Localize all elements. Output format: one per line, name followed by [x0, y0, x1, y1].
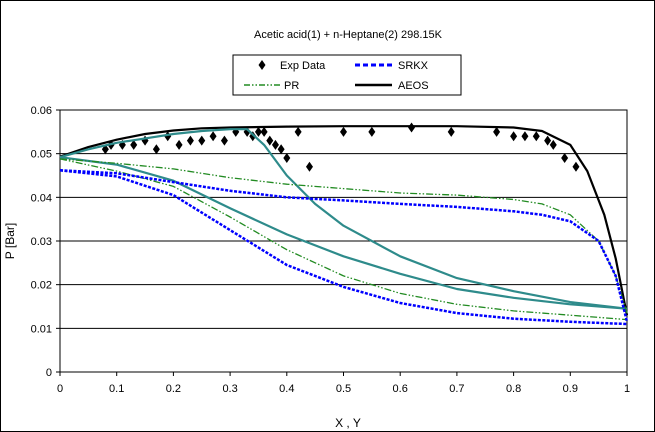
exp-data-point: [198, 135, 206, 146]
ticks: 0 0.01 0.02 0.03 0.04 0.05 0.06 0 0.1 0.2 0.3 0.4 0.…: [31, 105, 630, 395]
exp-data-point: [447, 126, 455, 137]
exp-data-point: [549, 139, 557, 150]
x-tick-label: 0.4: [279, 383, 294, 395]
exp-data-point: [544, 135, 552, 146]
exp-data-point: [521, 131, 529, 142]
exp-data-point: [572, 161, 580, 172]
exp-data-point: [368, 126, 376, 137]
y-axis-label: P [Bar]: [3, 223, 17, 259]
exp-data-point: [305, 161, 313, 172]
exp-data-point: [408, 122, 416, 133]
y-tick-label: 0.04: [31, 192, 52, 204]
x-tick-label: 0.9: [563, 383, 578, 395]
exp-data-point: [186, 135, 194, 146]
exp-data-point: [243, 126, 251, 137]
y-tick-label: 0.06: [31, 105, 52, 117]
x-tick-label: 0.6: [393, 383, 408, 395]
x-tick-label: 0.1: [109, 383, 124, 395]
exp-data-point: [271, 139, 279, 150]
series-line-aeos-1: [59, 125, 629, 316]
y-tick-label: 0.01: [31, 323, 52, 335]
x-tick-label: 0: [57, 383, 63, 395]
legend-label-aeos: AEOS: [398, 80, 429, 92]
series-line-teal-3: [59, 156, 628, 310]
y-tick-label: 0.03: [31, 236, 52, 248]
exp-data-point: [493, 126, 501, 137]
exp-data-point: [152, 144, 160, 155]
legend: Exp Data SRKX PR AEOS: [232, 54, 462, 96]
exp-data-point: [561, 153, 569, 164]
x-tick-label: 0.3: [222, 383, 237, 395]
y-tick-label: 0.02: [31, 280, 52, 292]
series-line-srkx-6: [59, 169, 629, 323]
exp-data-point: [277, 144, 285, 155]
chart-title: Acetic acid(1) + n-Heptane(2) 298.15K: [254, 29, 443, 41]
exp-data-point: [260, 126, 268, 137]
x-tick-label: 0.8: [506, 383, 521, 395]
exp-data-point: [254, 126, 262, 137]
diamond-marker-icon: [258, 60, 266, 70]
legend-box: [232, 54, 462, 96]
x-tick-label: 0.2: [166, 383, 181, 395]
legend-item-srkx: SRKX: [355, 60, 429, 72]
x-axis-label: X , Y: [335, 416, 361, 430]
exp-data-point: [294, 126, 302, 137]
legend-item-pr: PR: [244, 80, 299, 92]
x-tick-label: 0.7: [449, 383, 464, 395]
exp-data-point: [209, 131, 217, 142]
legend-label-pr: PR: [284, 80, 299, 92]
legend-item-aeos: AEOS: [355, 80, 429, 92]
x-tick-label: 0.5: [336, 383, 351, 395]
series-line-srkx-7: [59, 169, 628, 326]
legend-item-exp-data: Exp Data: [258, 60, 326, 72]
exp-data-point: [340, 126, 347, 137]
exp-data-point: [220, 135, 228, 146]
series-layer: [59, 122, 629, 326]
exp-data-point: [130, 139, 138, 150]
x-tick-label: 1: [624, 383, 630, 395]
legend-label-srkx: SRKX: [398, 60, 429, 72]
legend-label-exp-data: Exp Data: [280, 60, 326, 72]
exp-data-point: [266, 135, 274, 146]
exp-data-point: [175, 139, 183, 150]
series-line-teal-2: [59, 128, 628, 310]
series-line-pr-5: [59, 158, 628, 321]
exp-data-point: [283, 153, 291, 164]
exp-data-point: [510, 131, 518, 142]
exp-data-point: [532, 131, 540, 142]
y-tick-label: 0: [46, 367, 52, 379]
y-tick-label: 0.05: [31, 149, 52, 161]
exp-data-point: [232, 126, 240, 137]
